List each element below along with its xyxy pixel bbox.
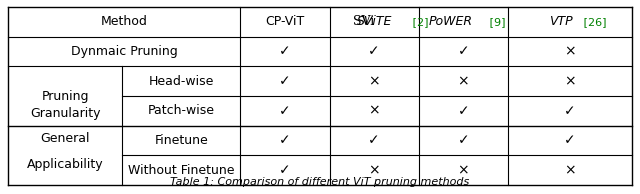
Text: Head-wise: Head-wise — [148, 75, 214, 88]
Text: Method: Method — [100, 16, 147, 29]
Text: ✓: ✓ — [279, 74, 291, 88]
Text: ✓: ✓ — [458, 133, 469, 147]
Text: ✓: ✓ — [458, 45, 469, 59]
Text: ×: × — [564, 163, 576, 177]
Text: ✓: ✓ — [564, 104, 576, 118]
Text: VTP: VTP — [548, 16, 572, 29]
Text: ✓: ✓ — [564, 133, 576, 147]
Text: [26]: [26] — [580, 17, 606, 27]
Text: ✓: ✓ — [458, 104, 469, 118]
Text: ×: × — [564, 45, 576, 59]
Text: Table 1: Comparison of different ViT pruning methods: Table 1: Comparison of different ViT pru… — [170, 177, 470, 187]
Text: ✓: ✓ — [279, 163, 291, 177]
Text: ✓: ✓ — [369, 45, 380, 59]
Text: SViTE: SViTE — [356, 16, 392, 29]
Text: ×: × — [564, 74, 576, 88]
Text: ×: × — [369, 163, 380, 177]
Text: ✓: ✓ — [279, 133, 291, 147]
Text: PoWER: PoWER — [429, 16, 472, 29]
Text: Without Finetune: Without Finetune — [128, 164, 235, 177]
Text: General: General — [40, 132, 90, 145]
Text: Pruning: Pruning — [42, 90, 89, 103]
Text: Dynmaic Pruning: Dynmaic Pruning — [70, 45, 177, 58]
Text: [9]: [9] — [486, 17, 505, 27]
Text: ✓: ✓ — [279, 104, 291, 118]
Text: Granularity: Granularity — [30, 107, 100, 120]
Text: ×: × — [458, 74, 469, 88]
Text: [2]: [2] — [409, 17, 429, 27]
Text: ×: × — [369, 74, 380, 88]
Text: SVi: SVi — [353, 16, 374, 29]
Text: ×: × — [369, 104, 380, 118]
Text: Finetune: Finetune — [154, 134, 208, 147]
Text: ✓: ✓ — [279, 45, 291, 59]
Text: ×: × — [458, 163, 469, 177]
Text: Applicability: Applicability — [27, 158, 104, 171]
Text: ✓: ✓ — [369, 133, 380, 147]
Text: Patch-wise: Patch-wise — [148, 104, 215, 117]
Text: CP-ViT: CP-ViT — [266, 16, 305, 29]
